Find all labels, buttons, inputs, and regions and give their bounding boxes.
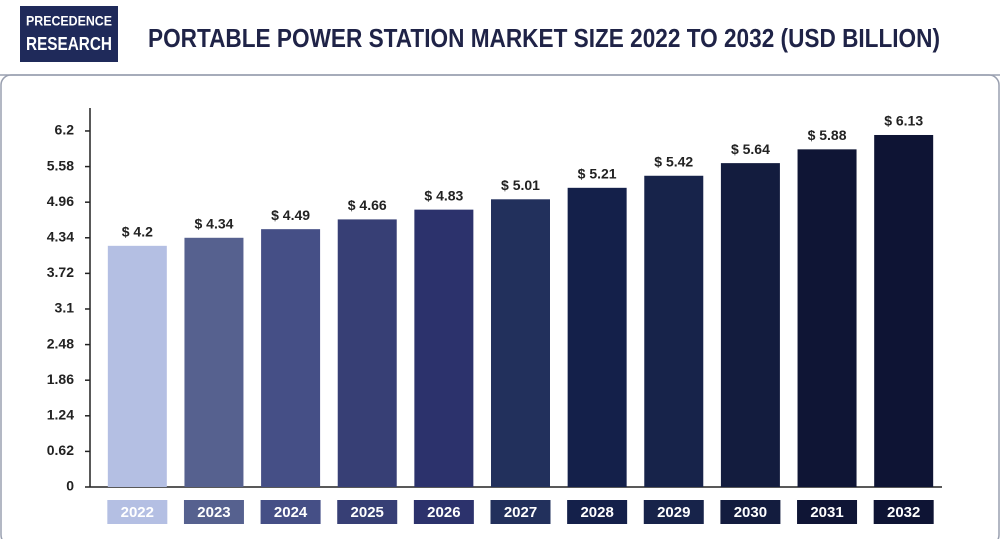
y-tick-label: 4.34 <box>47 228 74 244</box>
category-box <box>720 500 781 524</box>
value-label: $ 5.01 <box>501 177 540 193</box>
y-tick-label: 1.86 <box>47 371 74 387</box>
value-label: $ 4.49 <box>271 207 310 223</box>
x-tick-label: 2026 <box>427 504 460 521</box>
value-label: $ 5.21 <box>578 166 617 182</box>
bar <box>107 245 167 487</box>
value-label: $ 6.13 <box>884 113 923 129</box>
y-tick-label: 6.2 <box>55 122 75 138</box>
value-label: $ 4.66 <box>348 197 387 213</box>
x-tick-label: 2022 <box>121 504 154 521</box>
bar <box>337 219 397 488</box>
bar <box>491 199 550 487</box>
category-box <box>413 500 474 524</box>
bar <box>567 187 627 487</box>
value-label: $ 4.2 <box>122 224 153 240</box>
x-tick-label: 2030 <box>734 504 767 521</box>
x-tick-label: 2023 <box>197 504 230 521</box>
category-box <box>490 500 551 524</box>
y-tick-label: 1.24 <box>47 406 74 422</box>
value-label: $ 5.64 <box>731 141 770 157</box>
category-box <box>107 500 168 524</box>
category-box <box>873 500 934 524</box>
x-tick-label: 2029 <box>657 504 690 521</box>
bar <box>874 134 934 488</box>
value-label: $ 4.34 <box>194 215 233 231</box>
value-label: $ 4.83 <box>424 187 463 203</box>
category-box <box>260 500 321 524</box>
bar <box>797 149 857 487</box>
x-tick-label: 2032 <box>887 504 920 521</box>
x-tick-label: 2024 <box>274 504 308 521</box>
category-box <box>337 500 398 524</box>
logo-box <box>20 6 118 62</box>
bar <box>720 163 780 488</box>
x-tick-label: 2025 <box>351 504 384 521</box>
logo-line: PRECEDENCE <box>26 13 112 29</box>
y-tick-label: 3.72 <box>47 264 74 280</box>
x-tick-label: 2028 <box>580 504 613 521</box>
category-box <box>567 500 628 524</box>
y-tick-label: 0 <box>66 478 74 494</box>
x-tick-label: 2031 <box>810 504 843 521</box>
value-label: $ 5.42 <box>654 153 693 169</box>
y-tick-label: 5.58 <box>47 157 74 173</box>
y-tick-label: 2.48 <box>47 335 74 351</box>
frame <box>0 74 1000 539</box>
category-box <box>643 500 704 524</box>
bar <box>184 237 244 487</box>
x-tick-label: 2027 <box>504 504 537 521</box>
y-tick-label: 3.1 <box>55 300 75 316</box>
y-tick-label: 4.96 <box>47 193 74 209</box>
category-box <box>797 500 858 524</box>
value-label: $ 5.88 <box>808 127 847 143</box>
y-tick-label: 0.62 <box>47 442 74 458</box>
bar <box>261 229 321 487</box>
category-box <box>183 500 244 524</box>
logo-line: RESEARCH <box>26 34 112 54</box>
bar <box>414 209 474 487</box>
bar <box>644 175 704 487</box>
chart-title: PORTABLE POWER STATION MARKET SIZE 2022 … <box>148 23 940 53</box>
